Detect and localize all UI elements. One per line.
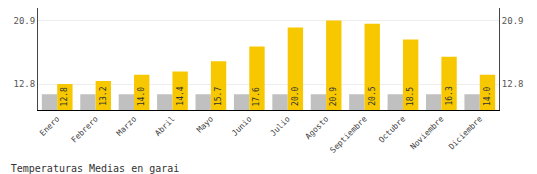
svg-text:12.8: 12.8 bbox=[502, 79, 524, 89]
svg-text:Febrero: Febrero bbox=[70, 114, 100, 144]
svg-text:Septiembre: Septiembre bbox=[328, 114, 369, 155]
svg-text:Agosto: Agosto bbox=[304, 114, 331, 141]
svg-text:13.2: 13.2 bbox=[99, 86, 108, 105]
svg-text:Junio: Junio bbox=[230, 114, 254, 138]
svg-text:12.8: 12.8 bbox=[14, 79, 36, 89]
svg-text:20.9: 20.9 bbox=[14, 16, 36, 26]
svg-text:20.5: 20.5 bbox=[368, 86, 377, 105]
svg-text:20.0: 20.0 bbox=[291, 86, 300, 105]
svg-text:Noviembre: Noviembre bbox=[409, 114, 446, 151]
svg-text:Mayo: Mayo bbox=[195, 114, 215, 134]
svg-text:Octubre: Octubre bbox=[377, 114, 407, 144]
svg-text:16.3: 16.3 bbox=[445, 86, 454, 105]
svg-text:Julio: Julio bbox=[269, 114, 293, 138]
svg-text:14.0: 14.0 bbox=[483, 87, 492, 106]
svg-text:12.8: 12.8 bbox=[60, 87, 69, 106]
svg-text:Marzo: Marzo bbox=[115, 114, 139, 138]
svg-text:20.9: 20.9 bbox=[329, 87, 338, 106]
svg-text:Temperaturas Medias en garai: Temperaturas Medias en garai bbox=[11, 163, 180, 174]
svg-text:14.4: 14.4 bbox=[176, 86, 185, 105]
svg-text:15.7: 15.7 bbox=[214, 87, 223, 106]
svg-text:20.9: 20.9 bbox=[502, 16, 524, 26]
svg-text:Abril: Abril bbox=[153, 114, 177, 138]
svg-text:14.0: 14.0 bbox=[137, 87, 146, 106]
svg-text:Enero: Enero bbox=[38, 114, 62, 138]
svg-text:18.5: 18.5 bbox=[406, 87, 415, 106]
svg-text:17.6: 17.6 bbox=[252, 87, 261, 106]
svg-text:Diciembre: Diciembre bbox=[447, 114, 484, 151]
